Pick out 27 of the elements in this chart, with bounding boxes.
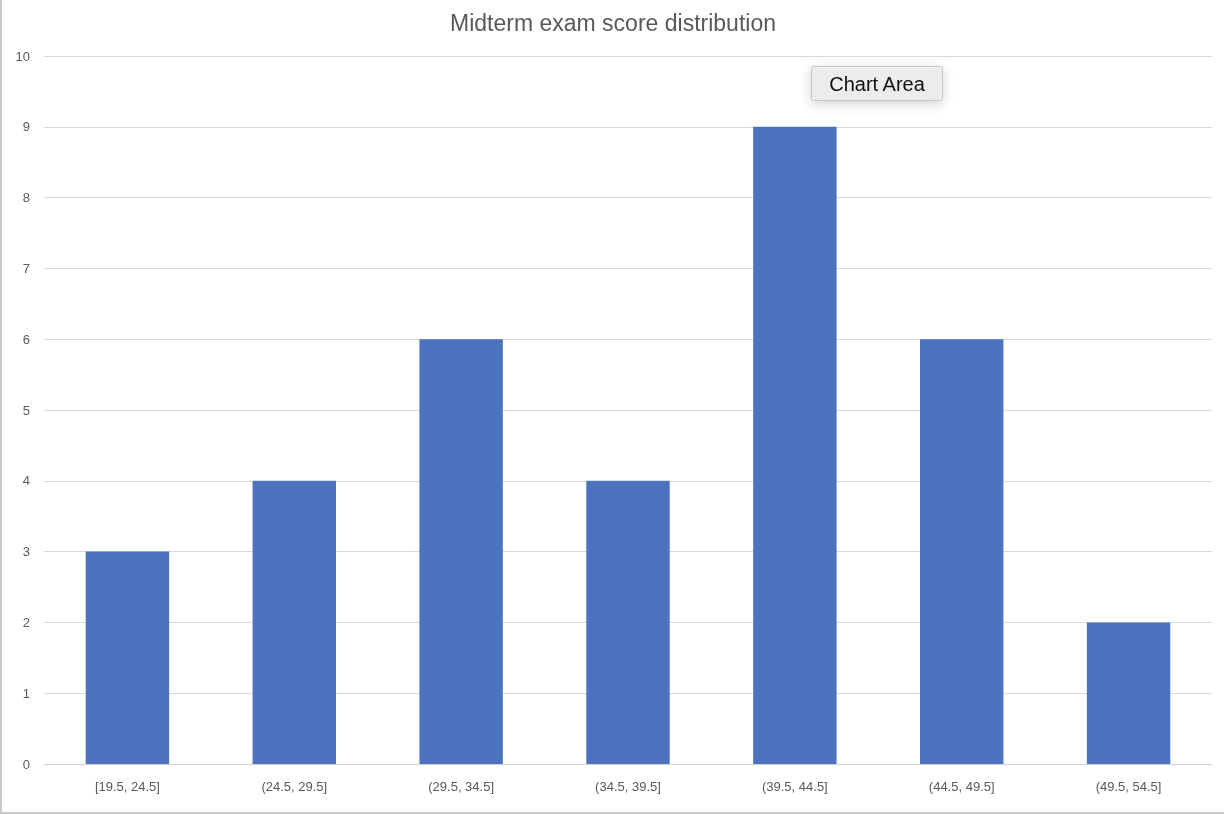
y-tick-label: 2 — [22, 614, 30, 630]
x-tick-label: [19.5, 24.5] — [94, 779, 160, 794]
annotation: Chart Area — [829, 72, 926, 95]
x-tick-label: (24.5, 29.5] — [261, 779, 328, 794]
x-tick-label: (49.5, 54.5] — [1095, 779, 1162, 794]
y-tick-label: 0 — [22, 756, 30, 772]
bar — [1086, 622, 1171, 764]
bar — [419, 339, 503, 764]
y-tick-label: 1 — [22, 685, 30, 701]
bar — [85, 551, 170, 764]
x-tick-label: (44.5, 49.5] — [928, 779, 995, 794]
y-tick-label: 8 — [22, 190, 30, 206]
y-tick-label: 7 — [22, 260, 30, 276]
y-tick-label: 10 — [15, 48, 30, 64]
y-tick-label: 5 — [22, 402, 30, 418]
y-tick-label: 3 — [22, 544, 30, 560]
x-tick-label: (39.5, 44.5] — [761, 779, 828, 794]
chart-title: Midterm exam score distribution — [450, 9, 776, 36]
x-tick-label: (29.5, 34.5] — [428, 779, 495, 794]
y-tick-label: 4 — [22, 473, 30, 489]
y-tick-label: 9 — [22, 119, 30, 135]
y-tick-label: 6 — [22, 331, 30, 347]
bar — [586, 480, 670, 764]
bar — [753, 126, 837, 764]
bar — [252, 480, 336, 764]
x-tick-label: (34.5, 39.5] — [595, 779, 661, 794]
bar — [920, 339, 1004, 764]
